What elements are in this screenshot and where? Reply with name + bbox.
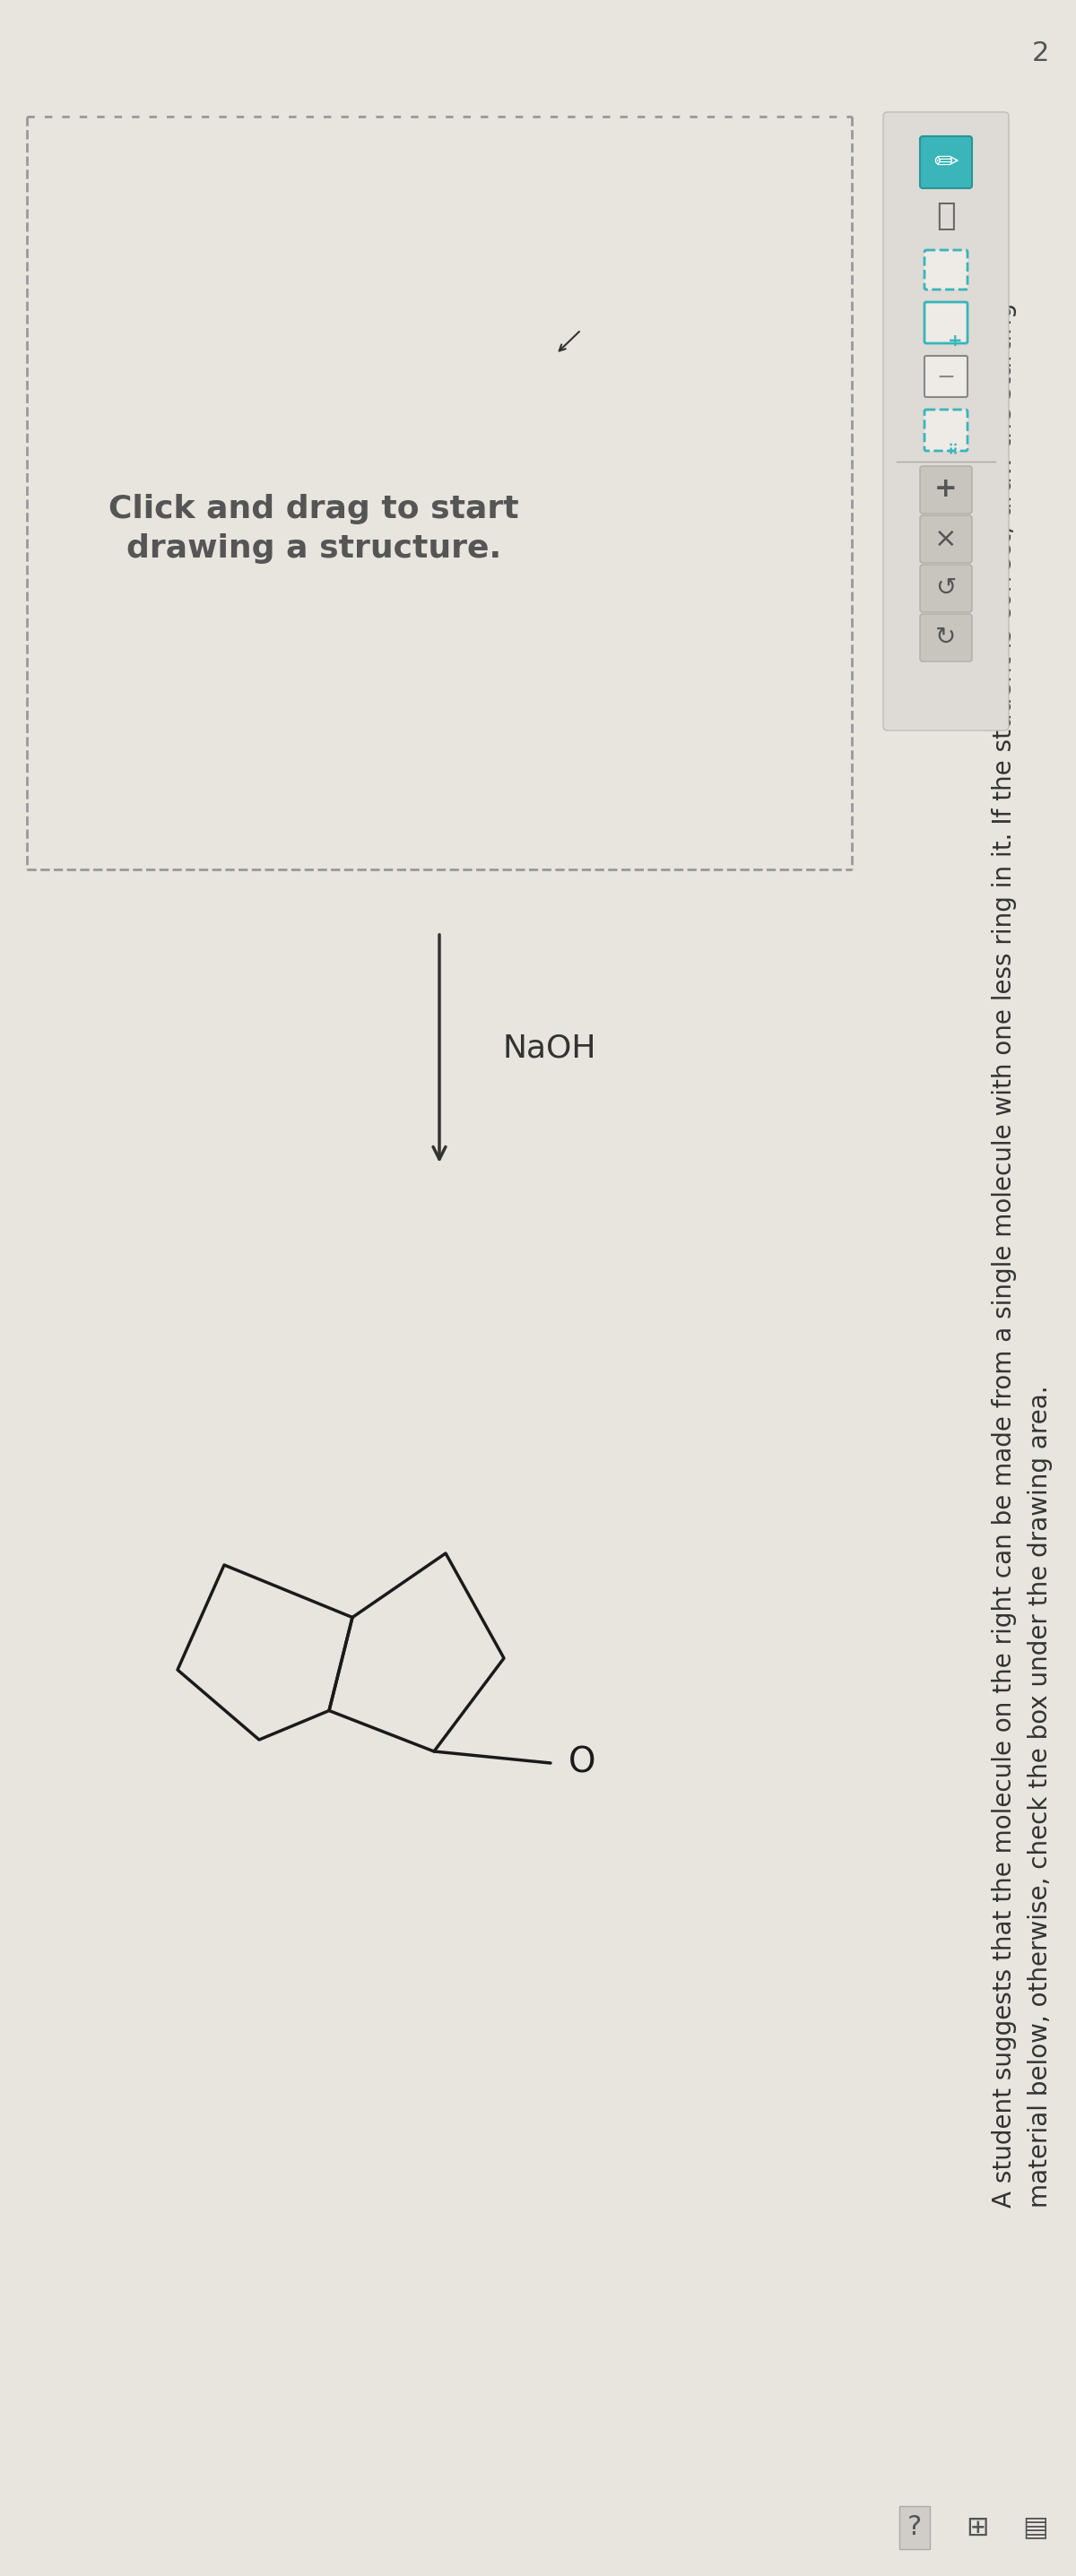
Text: ▤: ▤ [1022, 2514, 1049, 2540]
FancyBboxPatch shape [920, 466, 972, 513]
FancyBboxPatch shape [920, 613, 972, 662]
Text: +: + [934, 477, 958, 502]
FancyBboxPatch shape [883, 111, 1009, 732]
FancyBboxPatch shape [920, 137, 972, 188]
Text: ✏: ✏ [934, 147, 959, 178]
Text: Click and drag to start
drawing a structure.: Click and drag to start drawing a struct… [109, 495, 519, 564]
Text: ×: × [935, 526, 958, 551]
FancyBboxPatch shape [920, 564, 972, 613]
Text: ✋: ✋ [936, 201, 955, 232]
FancyBboxPatch shape [924, 250, 967, 289]
Text: ⊞: ⊞ [966, 2514, 989, 2540]
Text: +: + [948, 332, 962, 350]
Text: ↻: ↻ [935, 626, 957, 649]
Text: 2: 2 [1032, 41, 1049, 67]
FancyBboxPatch shape [924, 355, 967, 397]
FancyBboxPatch shape [920, 515, 972, 564]
Text: −: − [936, 366, 955, 389]
FancyBboxPatch shape [924, 410, 967, 451]
Text: ⠿: ⠿ [948, 443, 959, 459]
Text: NaOH: NaOH [502, 1033, 596, 1064]
Text: ↺: ↺ [935, 574, 957, 600]
Text: O: O [568, 1747, 596, 1780]
Text: A student suggests that the molecule on the right can be made from a single mole: A student suggests that the molecule on … [992, 301, 1052, 2208]
Text: ?: ? [907, 2514, 922, 2540]
FancyBboxPatch shape [924, 301, 967, 343]
